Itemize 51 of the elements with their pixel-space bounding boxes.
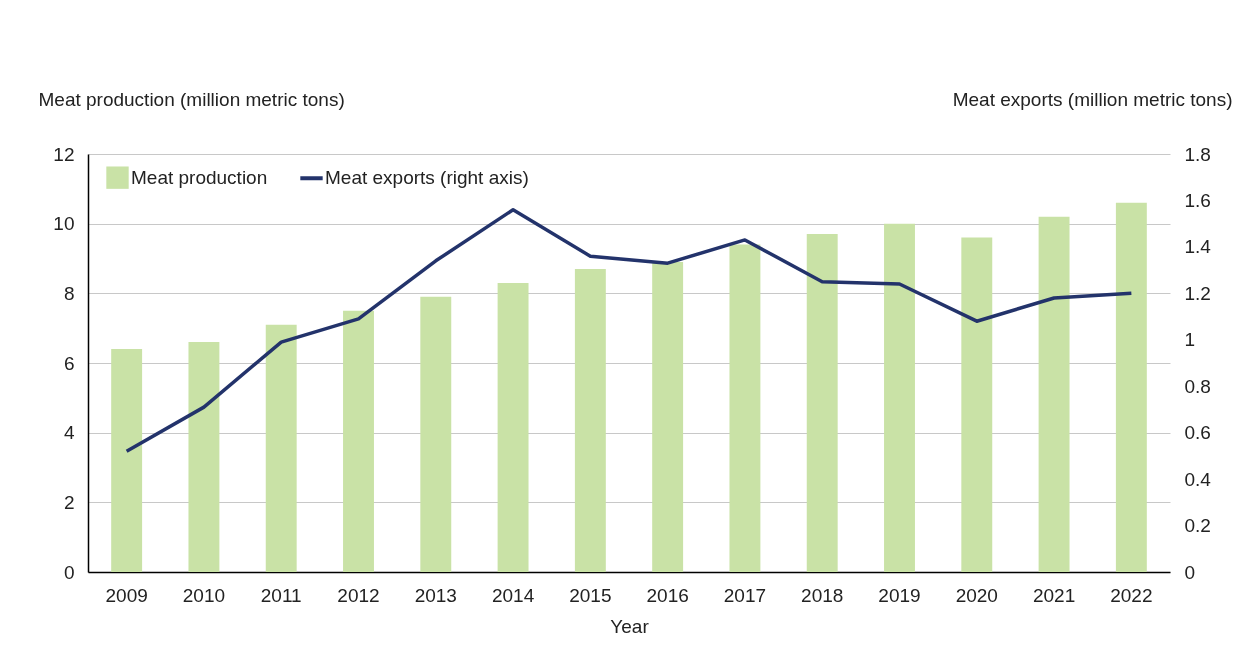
x-tick-label: 2016 [646, 584, 689, 606]
x-tick-label: 2013 [414, 584, 457, 606]
x-tick-label: 2020 [955, 584, 998, 606]
y2-tick-label: 1.6 [1184, 189, 1211, 211]
bar [111, 349, 143, 572]
bar [188, 342, 220, 572]
x-axis-title: Year [610, 615, 650, 637]
y-tick-label: 10 [53, 213, 75, 235]
legend-label: Meat production [131, 166, 268, 188]
bar [420, 296, 452, 572]
x-tick-label: 2012 [337, 584, 380, 606]
y-tick-label: 4 [63, 422, 75, 444]
bar [652, 261, 684, 572]
x-tick-label: 2018 [801, 584, 844, 606]
y-tick-label: 12 [53, 143, 75, 165]
line-series [124, 207, 1134, 453]
x-tick-label: 2022 [1110, 584, 1153, 606]
x-tick-label: 2021 [1032, 584, 1076, 606]
y2-tick-label: 1.8 [1184, 143, 1211, 165]
bar [884, 223, 915, 572]
y-tick-label: 2 [63, 491, 75, 513]
bar [729, 244, 761, 572]
x-tick-label: 2019 [878, 584, 921, 606]
x-tick-label: 2017 [723, 584, 767, 606]
y2-tick-label: 0.8 [1184, 375, 1211, 397]
bar [806, 234, 838, 572]
y2-axis-title: Meat exports (million metric tons) [952, 88, 1233, 110]
y2-tick-label: 0.6 [1184, 422, 1211, 444]
bar [1115, 202, 1147, 572]
x-tick-label: 2015 [569, 584, 612, 606]
x-tick-label: 2011 [260, 584, 302, 606]
x-tick-label: 2010 [182, 584, 226, 606]
y-tick-label: 0 [63, 561, 75, 583]
bar [1038, 216, 1070, 572]
y2-tick-label: 0 [1184, 561, 1196, 583]
x-tick-label: 2014 [491, 584, 535, 606]
bar [961, 237, 993, 572]
bar [574, 268, 606, 572]
y2-tick-label: 0.2 [1184, 515, 1211, 537]
x-tick-label: 2009 [105, 584, 148, 606]
bar [265, 324, 297, 572]
y2-tick-label: 1.2 [1184, 282, 1211, 304]
bar [343, 310, 374, 572]
y2-tick-label: 1.4 [1184, 236, 1212, 258]
y-tick-label: 8 [63, 282, 75, 304]
y-tick-label: 6 [63, 352, 75, 374]
bar [497, 282, 529, 572]
legend-label: Meat exports (right axis) [325, 167, 529, 189]
y2-tick-label: 1 [1184, 329, 1196, 351]
y-axis-title: Meat production (million metric tons) [38, 88, 345, 110]
y2-tick-label: 0.4 [1184, 468, 1212, 490]
